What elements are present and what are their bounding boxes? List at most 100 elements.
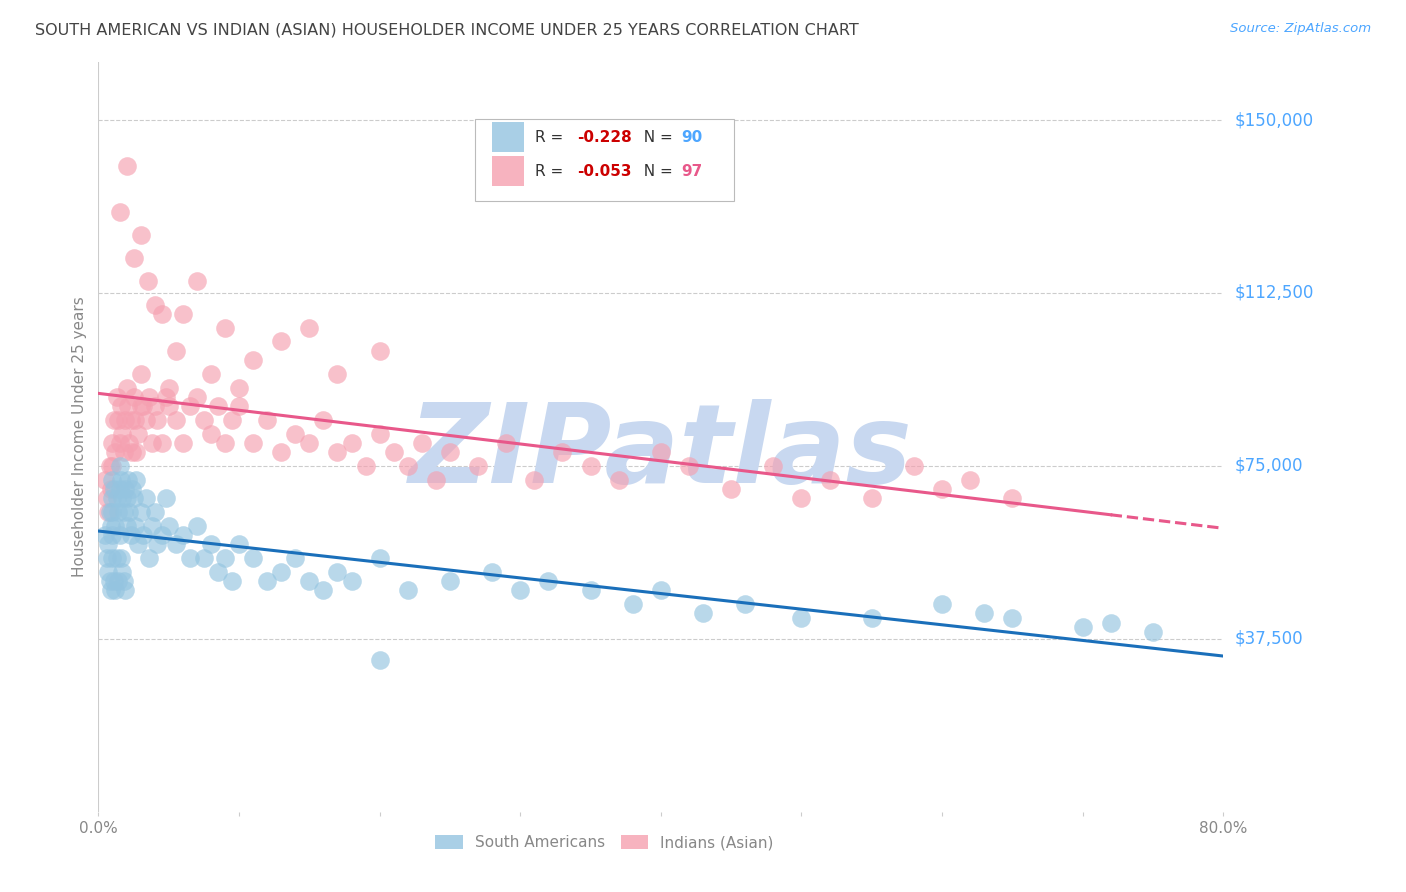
Point xyxy=(396,583,419,598)
Point xyxy=(110,399,132,413)
Point xyxy=(122,390,145,404)
Point xyxy=(107,413,129,427)
Point xyxy=(200,367,222,381)
Point xyxy=(270,565,292,579)
Point xyxy=(340,435,363,450)
Point xyxy=(124,413,146,427)
Point xyxy=(100,583,122,598)
Point xyxy=(579,583,602,598)
Point xyxy=(537,574,560,589)
Point xyxy=(127,537,149,551)
Point xyxy=(214,320,236,334)
FancyBboxPatch shape xyxy=(492,122,523,153)
Point xyxy=(125,473,148,487)
Point xyxy=(860,611,883,625)
Point xyxy=(101,435,124,450)
Point xyxy=(141,519,163,533)
Point xyxy=(1071,620,1094,634)
Point xyxy=(368,426,391,441)
Point xyxy=(122,252,145,266)
Point xyxy=(97,505,120,519)
Point xyxy=(242,435,264,450)
Point xyxy=(146,413,169,427)
Point xyxy=(129,367,152,381)
Point xyxy=(193,413,215,427)
Point xyxy=(141,435,163,450)
Point xyxy=(221,574,243,589)
Text: N =: N = xyxy=(634,163,678,178)
Point xyxy=(97,565,120,579)
Point xyxy=(200,537,222,551)
Point xyxy=(340,574,363,589)
Point xyxy=(117,473,139,487)
Point xyxy=(115,380,138,394)
Point xyxy=(124,519,146,533)
Point xyxy=(111,491,134,505)
Point xyxy=(101,505,124,519)
Point xyxy=(818,473,841,487)
Point xyxy=(270,334,292,349)
Point xyxy=(155,390,177,404)
Point xyxy=(108,435,131,450)
Point xyxy=(207,399,229,413)
Point xyxy=(107,574,129,589)
Point xyxy=(165,343,187,358)
Point xyxy=(129,228,152,243)
Point xyxy=(692,607,714,621)
Point xyxy=(650,583,672,598)
Text: $150,000: $150,000 xyxy=(1234,112,1313,129)
Point xyxy=(172,307,194,321)
Point xyxy=(439,445,461,459)
Point xyxy=(143,399,166,413)
Point xyxy=(179,551,201,566)
Point xyxy=(228,537,250,551)
Point xyxy=(108,528,131,542)
Point xyxy=(103,482,125,496)
Point xyxy=(108,205,131,219)
Point xyxy=(150,307,173,321)
Point xyxy=(111,426,134,441)
Text: $112,500: $112,500 xyxy=(1234,284,1313,302)
Point xyxy=(298,435,321,450)
Point xyxy=(1099,615,1122,630)
Point xyxy=(96,491,118,505)
Point xyxy=(298,574,321,589)
Point xyxy=(579,458,602,473)
Point xyxy=(425,473,447,487)
Point xyxy=(110,473,132,487)
Text: R =: R = xyxy=(534,163,568,178)
Point xyxy=(108,482,131,496)
Point xyxy=(98,574,121,589)
Point xyxy=(114,482,136,496)
Point xyxy=(931,597,953,611)
Point xyxy=(284,551,307,566)
Point xyxy=(207,565,229,579)
Point xyxy=(104,445,127,459)
Text: $75,000: $75,000 xyxy=(1234,457,1303,475)
Point xyxy=(104,583,127,598)
Point xyxy=(118,435,141,450)
Point xyxy=(165,537,187,551)
Point xyxy=(368,652,391,666)
Point xyxy=(467,458,489,473)
Point xyxy=(104,519,127,533)
FancyBboxPatch shape xyxy=(492,156,523,186)
Point xyxy=(1001,491,1024,505)
Point xyxy=(132,399,155,413)
Point xyxy=(495,435,517,450)
Point xyxy=(97,537,120,551)
Point xyxy=(143,297,166,311)
Point xyxy=(135,413,157,427)
Point xyxy=(790,611,813,625)
Text: $37,500: $37,500 xyxy=(1234,630,1303,648)
Point xyxy=(155,491,177,505)
Point xyxy=(172,528,194,542)
FancyBboxPatch shape xyxy=(475,119,734,201)
Text: 90: 90 xyxy=(681,130,703,145)
Point xyxy=(150,435,173,450)
Point xyxy=(411,435,433,450)
Point xyxy=(125,445,148,459)
Point xyxy=(115,159,138,173)
Point xyxy=(326,445,349,459)
Point xyxy=(481,565,503,579)
